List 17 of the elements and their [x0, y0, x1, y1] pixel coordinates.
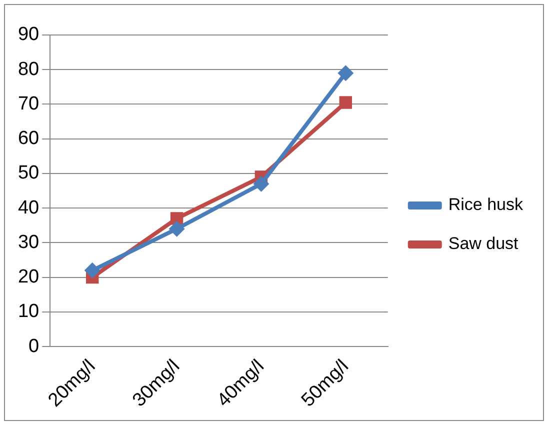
point [168, 220, 185, 237]
point [339, 96, 352, 109]
legend-label: Saw dust [448, 234, 519, 254]
y-tick-label: 70 [18, 93, 40, 114]
y-tick-label: 20 [18, 266, 40, 288]
y-tick-label: 10 [18, 301, 40, 322]
point [84, 262, 100, 278]
point [253, 176, 270, 192]
legend-label: Rice husk [448, 195, 524, 214]
y-tick-label: 60 [18, 128, 40, 150]
point [338, 65, 354, 82]
y-tick-label: 30 [18, 232, 40, 253]
y-tick-label: 80 [18, 58, 40, 80]
y-tick-label: 50 [18, 162, 40, 184]
y-tick-label: 0 [28, 336, 40, 357]
y-tick-label: 40 [18, 197, 40, 218]
y-tick-label: 90 [18, 24, 40, 46]
